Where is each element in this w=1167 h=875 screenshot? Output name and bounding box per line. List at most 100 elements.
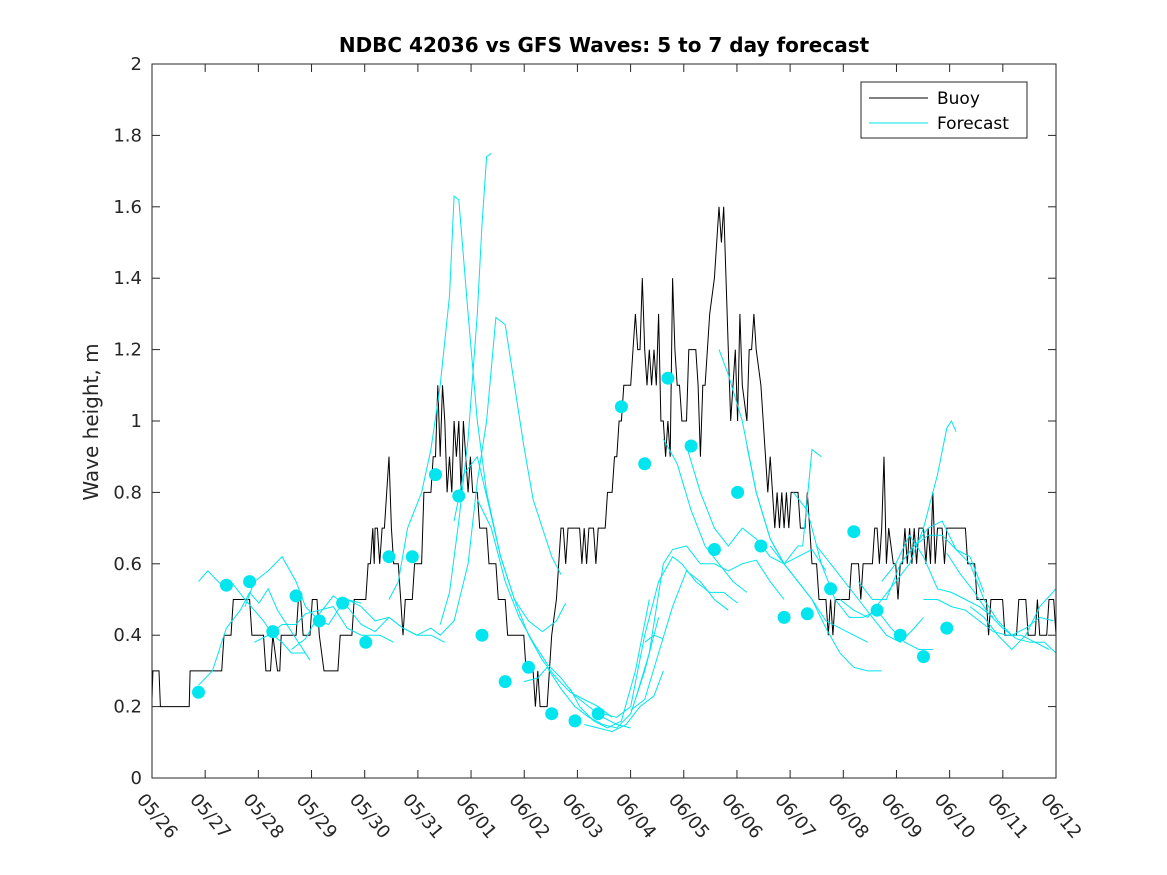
forecast-point: [568, 714, 582, 728]
forecast-line: [644, 634, 664, 643]
x-tick-label: 06/02: [504, 790, 553, 843]
x-tick-label: 06/01: [451, 790, 500, 843]
x-tick-label: 06/12: [1036, 790, 1085, 843]
x-tick-label: 05/30: [345, 790, 394, 843]
x-tick-label: 06/04: [611, 790, 660, 843]
forecast-line: [630, 570, 729, 711]
forecast-line: [476, 499, 631, 729]
forecast-point: [382, 550, 396, 564]
x-tick-label: 06/07: [770, 790, 819, 843]
forecast-point: [800, 607, 814, 621]
y-axis: 0 0.2 0.4 0.6 0.8 1 1.2 1.4 1.6 1.8 2: [113, 54, 1056, 789]
x-tick-label: 06/08: [823, 790, 872, 843]
y-tick-label: 0: [131, 768, 142, 789]
forecast-line: [686, 445, 827, 572]
forecast-line: [662, 438, 748, 593]
forecast-point: [661, 371, 675, 385]
forecast-point: [893, 628, 907, 642]
y-tick-label: 0.8: [113, 482, 142, 503]
x-tick-label: 05/31: [398, 790, 447, 843]
forecast-line: [634, 545, 785, 700]
forecast-point: [266, 625, 280, 639]
forecast-line: [453, 455, 613, 718]
forecast-line: [346, 316, 562, 636]
legend-forecast-label: Forecast: [937, 114, 1009, 134]
forecast-point: [940, 621, 954, 635]
x-tick-label: 05/26: [132, 790, 181, 843]
forecast-point: [522, 660, 535, 674]
forecast-point: [452, 489, 466, 503]
y-tick-label: 1.8: [113, 125, 142, 146]
forecast-line: [946, 552, 1057, 654]
forecast-point: [754, 539, 768, 553]
forecast-point: [192, 685, 205, 699]
y-axis-label: Wave height, m: [79, 343, 103, 500]
forecast-point: [731, 485, 745, 499]
forecast-point: [847, 525, 861, 539]
y-tick-label: 1.6: [113, 197, 142, 218]
forecast-line: [816, 545, 924, 643]
y-tick-label: 1.2: [113, 340, 142, 361]
y-tick-label: 0.6: [113, 554, 142, 575]
forecast-point: [684, 439, 698, 453]
x-tick-label: 06/10: [930, 790, 979, 843]
x-tick-label: 06/03: [558, 790, 607, 843]
forecast-line: [899, 534, 1054, 636]
forecast-line: [198, 587, 311, 686]
forecast-point: [429, 468, 442, 482]
y-tick-label: 1: [131, 411, 142, 432]
forecast-point: [870, 603, 884, 617]
forecast-point: [917, 650, 930, 664]
x-tick-label: 05/28: [239, 790, 288, 843]
legend: Buoy Forecast: [860, 81, 1028, 139]
x-tick-label: 06/05: [664, 790, 713, 843]
forecast-point: [498, 675, 512, 689]
forecast-line: [584, 670, 664, 733]
plot-background: [152, 64, 1056, 778]
forecast-point: [289, 589, 303, 603]
y-tick-label: 2: [131, 54, 142, 75]
forecast-line: [388, 195, 567, 633]
legend-buoy-label: Buoy: [937, 89, 980, 109]
forecast-line: [602, 555, 738, 718]
forecast-point: [591, 707, 605, 721]
forecast-point: [219, 578, 233, 592]
forecast-point: [243, 575, 257, 589]
forecast-line: [858, 520, 985, 600]
forecast-line: [839, 419, 957, 619]
y-tick-label: 1.4: [113, 268, 142, 289]
forecast-point: [638, 457, 652, 471]
buoy-line: [151, 206, 1057, 708]
legend-box: [860, 81, 1028, 139]
forecast-point: [707, 543, 721, 556]
forecast-point: [336, 596, 350, 610]
forecast-point: [777, 610, 791, 624]
forecast-point: [405, 550, 419, 564]
forecast-point: [545, 707, 559, 721]
forecast-line: [569, 599, 650, 729]
forecast-line: [923, 599, 1050, 650]
y-tick-label: 0.4: [113, 625, 142, 646]
forecast-point: [614, 400, 628, 414]
forecast-line: [881, 534, 994, 618]
forecast-line: [769, 545, 882, 672]
x-tick-label: 05/27: [185, 790, 234, 843]
x-tick-label: 06/06: [717, 790, 766, 843]
forecast-line: [198, 570, 306, 654]
forecast-line: [793, 492, 933, 650]
y-tick-label: 0.2: [113, 697, 142, 718]
forecast-point: [824, 582, 838, 596]
buoy-series: [151, 206, 1057, 708]
plot-area: [151, 63, 1057, 779]
forecast-point: [312, 614, 326, 628]
chart-title: NDBC 42036 vs GFS Waves: 5 to 7 day fore…: [339, 33, 870, 57]
forecast-line: [439, 152, 492, 625]
forecast-markers: [192, 371, 954, 728]
x-tick-label: 05/29: [292, 790, 341, 843]
forecast-line: [969, 588, 1057, 651]
forecast-point: [475, 628, 489, 642]
x-tick-label: 06/11: [983, 790, 1032, 843]
forecast-point: [359, 635, 373, 649]
x-tick-label: 06/09: [877, 790, 926, 843]
